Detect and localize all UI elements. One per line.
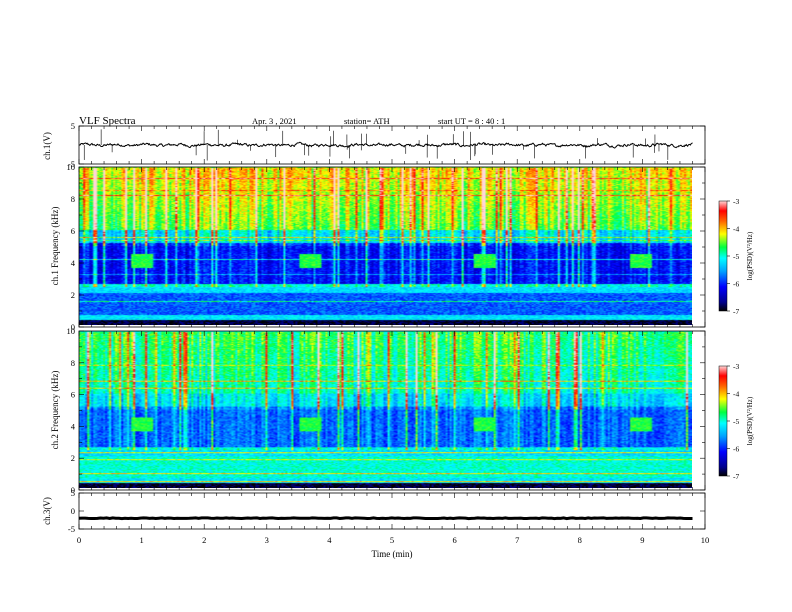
ch2-colorbar-tick-label: -3 — [733, 362, 739, 371]
figure-title: VLF Spectra — [79, 115, 136, 127]
ch1-colorbar-ramp — [718, 200, 728, 312]
ch2-colorbar-tick-label: -4 — [733, 390, 739, 399]
time-tick-label: 5 — [390, 535, 394, 545]
ch2-spectrogram-ytick-label: 10 — [67, 326, 76, 336]
ch1-spectrogram-ytick-label: 6 — [71, 226, 75, 236]
ch3-waveform-ytick-label: -5 — [68, 524, 75, 534]
ch1-colorbar: -3 -4 -5 -6 -7 log(PSD)(V²/Hz) — [718, 197, 754, 316]
ch2-spectrogram-panel: 0 2 4 6 8 10 ch.2 Frequency (kHz) — [50, 326, 706, 495]
ch1-spectrogram-ylabel: ch.1 Frequency (kHz) — [50, 207, 60, 286]
ch3-waveform-ytick-label: 0 — [71, 506, 75, 516]
station-label: station= ATH — [344, 116, 390, 126]
ch2-colorbar-tick-label: -7 — [733, 472, 739, 481]
ch1-waveform-ylabel: ch.1(V) — [42, 132, 52, 160]
ch1-spectrogram-ytick-label: 0 — [71, 322, 75, 332]
ch1-colorbar-tick-label: -3 — [733, 197, 739, 206]
ch1-spectrogram-ytick-label: 2 — [71, 290, 75, 300]
ch1-colorbar-label: log(PSD)(V²/Hz) — [746, 231, 754, 280]
ch3-waveform-ticks: 50-50 1 2 3 4 5 6 7 8 9 10 — [68, 488, 709, 545]
ch2-colorbar-ramp — [718, 365, 728, 477]
time-tick-label: 4 — [327, 535, 332, 545]
ch2-colorbar-label: log(PSD)(V²/Hz) — [746, 396, 754, 445]
ch1-spectrogram-ytick-label: 4 — [71, 258, 76, 268]
time-tick-label: 8 — [578, 535, 582, 545]
ch2-spectrogram-ytick-label: 8 — [71, 358, 75, 368]
time-tick-label: 2 — [202, 535, 206, 545]
time-tick-label: 10 — [701, 535, 710, 545]
ch2-spectrogram-ticks: 0 2 4 6 8 10 — [67, 326, 706, 495]
ch1-spectrogram-ytick-label: 8 — [71, 194, 75, 204]
ch3-waveform-ytick-label: 5 — [71, 488, 75, 498]
ch1-spectrogram-ytick-label: 10 — [67, 162, 76, 172]
ch1-colorbar-tick-label: -6 — [733, 280, 739, 289]
ch3-waveform-trace — [78, 516, 693, 521]
ch1-waveform-panel: 5 -5 ch.1(V) — [42, 121, 706, 169]
time-tick-label: 9 — [640, 535, 644, 545]
ch1-spectrogram-ticks: 0 2 4 6 8 10 — [67, 162, 706, 332]
time-tick-label: 3 — [265, 535, 269, 545]
ch2-spectrogram-ytick-label: 4 — [71, 421, 76, 431]
ch3-waveform-frame — [78, 492, 706, 530]
ch1-colorbar-tick-label: -5 — [733, 252, 739, 261]
ch1-colorbar-ticks: -3 -4 -5 -6 -7 — [727, 197, 739, 316]
time-axis-label: Time (min) — [372, 549, 413, 559]
ch1-colorbar-tick-label: -7 — [733, 307, 739, 316]
ch2-colorbar: -3 -4 -5 -6 -7 log(PSD)(V²/Hz) — [718, 362, 754, 481]
start-time-label: start UT = 8 : 40 : 1 — [438, 116, 505, 126]
ch1-waveform-ticks: 5 -5 — [68, 121, 706, 169]
ch3-waveform-ylabel: ch.3(V) — [42, 497, 52, 525]
ch1-waveform-ytick-label: -5 — [68, 159, 75, 169]
ch2-colorbar-tick-label: -6 — [733, 445, 739, 454]
time-tick-label: 7 — [515, 535, 519, 545]
ch2-spectrogram-ylabel: ch.2 Frequency (kHz) — [50, 371, 60, 450]
time-tick-label: 0 — [77, 535, 81, 545]
ch2-colorbar-tick-label: -5 — [733, 417, 739, 426]
ch1-spectrogram-image — [79, 167, 692, 325]
ch2-spectrogram-image — [79, 331, 692, 488]
time-tick-label: 1 — [139, 535, 143, 545]
ch2-spectrogram-ytick-label: 0 — [71, 485, 75, 495]
time-tick-label: 6 — [452, 535, 456, 545]
ch1-waveform-ytick-label: 5 — [71, 121, 75, 131]
ch1-spectrogram-panel: 0 2 4 6 8 10 ch.1 Frequency (kHz) — [50, 162, 706, 332]
ch2-spectrogram-ytick-label: 6 — [71, 390, 75, 400]
date-label: Apr. 3 , 2021 — [252, 116, 297, 126]
ch1-colorbar-tick-label: -4 — [733, 225, 739, 234]
ch1-waveform-spikes — [83, 129, 669, 161]
ch3-waveform-panel: 50-50 1 2 3 4 5 6 7 8 9 10 ch.3(V) Time (min) — [42, 488, 709, 559]
ch2-spectrogram-ytick-label: 2 — [71, 453, 75, 463]
ch2-colorbar-ticks: -3 -4 -5 -6 -7 — [727, 362, 739, 481]
ch1-waveform-trace — [78, 141, 693, 149]
